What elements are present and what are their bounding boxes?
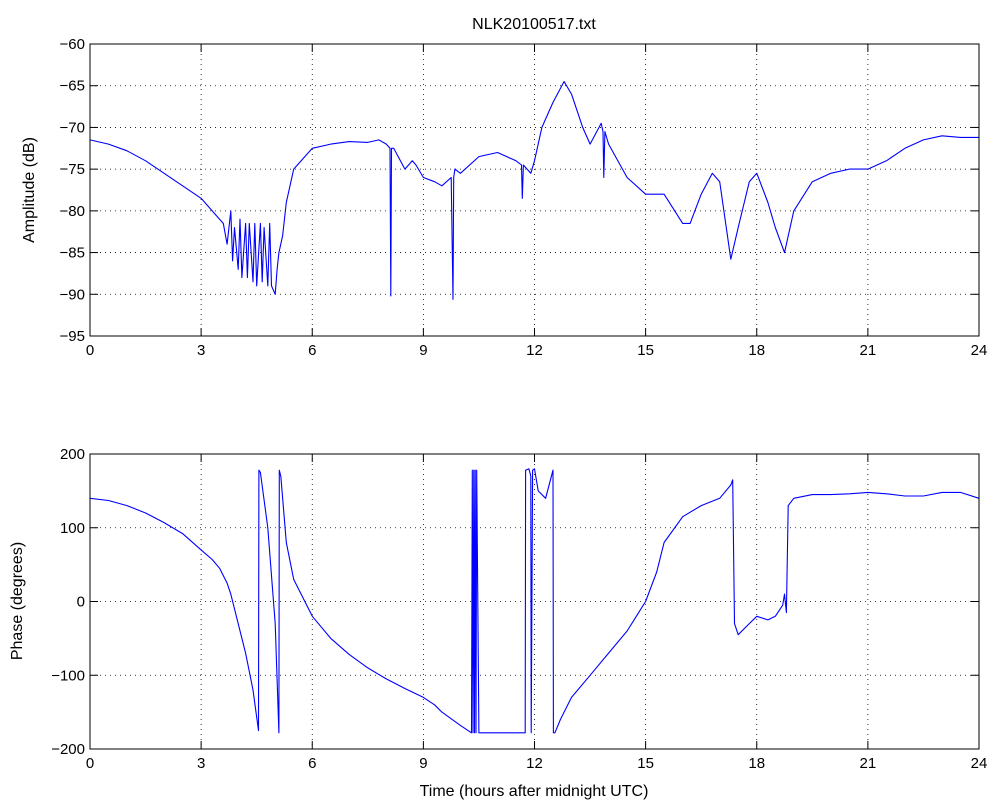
amplitude-x-tick-label: 24 [971, 342, 988, 359]
amplitude-y-tick-label: −80 [60, 203, 85, 220]
amplitude-x-tick-label: 0 [86, 342, 94, 359]
phase-y-tick-label: 200 [60, 446, 85, 463]
phase-trace [89, 468, 980, 734]
amplitude-grid [90, 44, 979, 336]
phase-x-tick-label: 6 [308, 755, 316, 772]
amplitude-panel: 0 3 6 9 12 15 18 21 24 −95−90−85−80−75−70−65−60 … [21, 16, 987, 359]
phase-y-tick-label: −200 [51, 741, 85, 758]
amplitude-y-tick-label: −70 [60, 119, 85, 136]
amplitude-y-tick-label: −75 [60, 161, 85, 178]
phase-x-tick-label: 24 [971, 755, 988, 772]
amplitude-x-tick-label: 3 [197, 342, 205, 359]
amplitude-x-tick-label: 9 [419, 342, 427, 359]
amplitude-x-tick-labels: 0 3 6 9 12 15 18 21 24 [86, 342, 988, 359]
amplitude-y-axis-label: Amplitude (dB) [21, 137, 38, 243]
phase-x-tick-label: 12 [526, 755, 543, 772]
phase-ticks [89, 453, 980, 750]
amplitude-x-tick-label: 6 [308, 342, 316, 359]
phase-x-tick-label: 9 [419, 755, 427, 772]
amplitude-x-tick-label: 21 [860, 342, 877, 359]
phase-grid [90, 454, 979, 749]
phase-x-tick-label: 3 [197, 755, 205, 772]
amplitude-y-tick-label: −85 [60, 245, 85, 262]
phase-y-tick-label: 100 [60, 520, 85, 537]
amplitude-y-tick-label: −60 [60, 36, 85, 53]
amplitude-trace [89, 80, 979, 300]
amplitude-ticks [89, 43, 980, 337]
amplitude-x-tick-label: 12 [526, 342, 543, 359]
amplitude-y-tick-label: −90 [60, 286, 85, 303]
x-axis-label: Time (hours after midnight UTC) [420, 783, 649, 800]
phase-x-tick-labels: 0 3 6 9 12 15 18 21 24 [86, 755, 988, 772]
phase-y-axis-label: Phase (degrees) [9, 542, 26, 660]
amplitude-x-tick-label: 18 [748, 342, 765, 359]
phase-x-tick-label: 21 [860, 755, 877, 772]
phase-y-tick-label: −100 [51, 667, 85, 684]
amplitude-y-tick-label: −65 [60, 78, 85, 95]
amplitude-y-tick-label: −95 [60, 328, 85, 345]
phase-x-tick-label: 15 [637, 755, 654, 772]
phase-x-tick-label: 0 [86, 755, 94, 772]
phase-y-tick-labels: −200 −100 0 100 200 [51, 446, 85, 758]
amplitude-y-tick-labels: −95 −90 −85 −80 −75 −70 −65 −60 [60, 36, 85, 345]
amplitude-x-tick-label: 15 [637, 342, 654, 359]
phase-x-tick-label: 18 [748, 755, 765, 772]
phase-panel: 0 3 6 9 12 15 18 21 24 −200 −100 0 100 200 Time (hou… [9, 446, 987, 800]
chart-title: NLK20100517.txt [472, 16, 596, 33]
phase-y-tick-label: 0 [77, 594, 85, 611]
